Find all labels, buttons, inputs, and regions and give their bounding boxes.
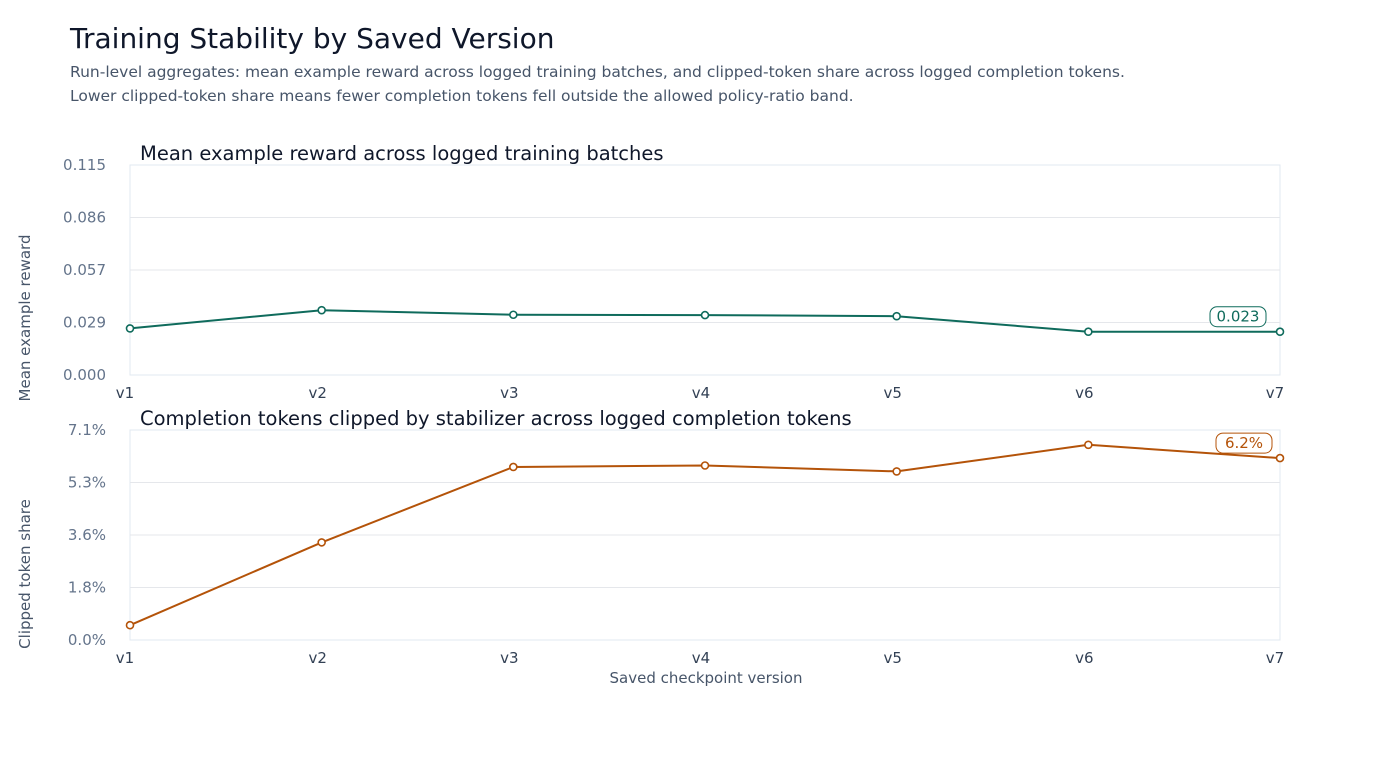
clipped-panel-title: Completion tokens clipped by stabilizer … (140, 407, 852, 430)
reward-panel-title: Mean example reward across logged traini… (140, 142, 664, 165)
clipped-y-tick-label: 3.6% (68, 526, 106, 544)
reward-data-point-v2 (317, 305, 326, 315)
clipped-y-axis-label: Clipped token share (16, 499, 34, 649)
clipped-data-point-v3 (509, 462, 518, 472)
reward-end-label: 0.023 (1217, 308, 1260, 326)
clipped-y-tick-label: 7.1% (68, 421, 106, 439)
clipped-data-point-v4 (700, 461, 710, 470)
clipped-data-point-v6 (1084, 440, 1093, 450)
page-title: Training Stability by Saved Version (70, 22, 555, 55)
clipped-data-point-v5 (892, 467, 901, 476)
clipped-x-tick-label: v3 (500, 649, 518, 667)
reward-x-tick-label: v6 (1075, 384, 1093, 402)
reward-data-point-v3 (509, 310, 518, 320)
clipped-data-point-v1 (125, 620, 135, 630)
reward-x-tick-label: v7 (1266, 384, 1284, 402)
reward-x-tick-label: v1 (116, 384, 134, 402)
reward-end-label-box (1209, 306, 1267, 328)
clipped-y-tick-label: 0.0% (68, 631, 106, 649)
reward-y-tick-label: 0.000 (63, 366, 106, 384)
clipped-end-label: 6.2% (1225, 434, 1263, 452)
reward-data-point-v6 (1084, 327, 1093, 337)
reward-y-tick-label: 0.029 (63, 314, 106, 332)
reward-data-point-v1 (125, 324, 135, 333)
reward-x-tick-label: v5 (883, 384, 901, 402)
reward-data-point-v4 (700, 310, 710, 320)
subtitle-line-2: Lower clipped-token share means fewer co… (70, 87, 854, 105)
subtitle-line-1: Run-level aggregates: mean example rewar… (70, 63, 1125, 81)
clipped-x-tick-label: v2 (308, 649, 326, 667)
clipped-x-tick-label: v7 (1266, 649, 1284, 667)
clipped-x-tick-label: v5 (883, 649, 901, 667)
reward-x-tick-label: v3 (500, 384, 518, 402)
reward-y-tick-label: 0.086 (63, 209, 106, 227)
reward-data-point-v7 (1275, 327, 1285, 337)
clipped-x-tick-label: v4 (692, 649, 710, 667)
clipped-data-point-v7 (1275, 453, 1285, 463)
clipped-data-point-v2 (317, 538, 326, 547)
reward-data-point-v5 (892, 311, 901, 321)
clipped-x-tick-label: v1 (116, 649, 134, 667)
reward-x-tick-label: v4 (692, 384, 710, 402)
reward-y-tick-label: 0.057 (63, 261, 106, 279)
clipped-y-tick-label: 1.8% (68, 579, 106, 597)
reward-y-tick-label: 0.115 (63, 156, 106, 174)
clipped-x-tick-label: v6 (1075, 649, 1093, 667)
reward-x-tick-label: v2 (308, 384, 326, 402)
clipped-x-axis-label: Saved checkpoint version (610, 669, 803, 687)
clipped-end-label-box (1215, 432, 1273, 454)
clipped-y-tick-label: 5.3% (68, 474, 106, 492)
reward-y-axis-label: Mean example reward (16, 235, 34, 402)
